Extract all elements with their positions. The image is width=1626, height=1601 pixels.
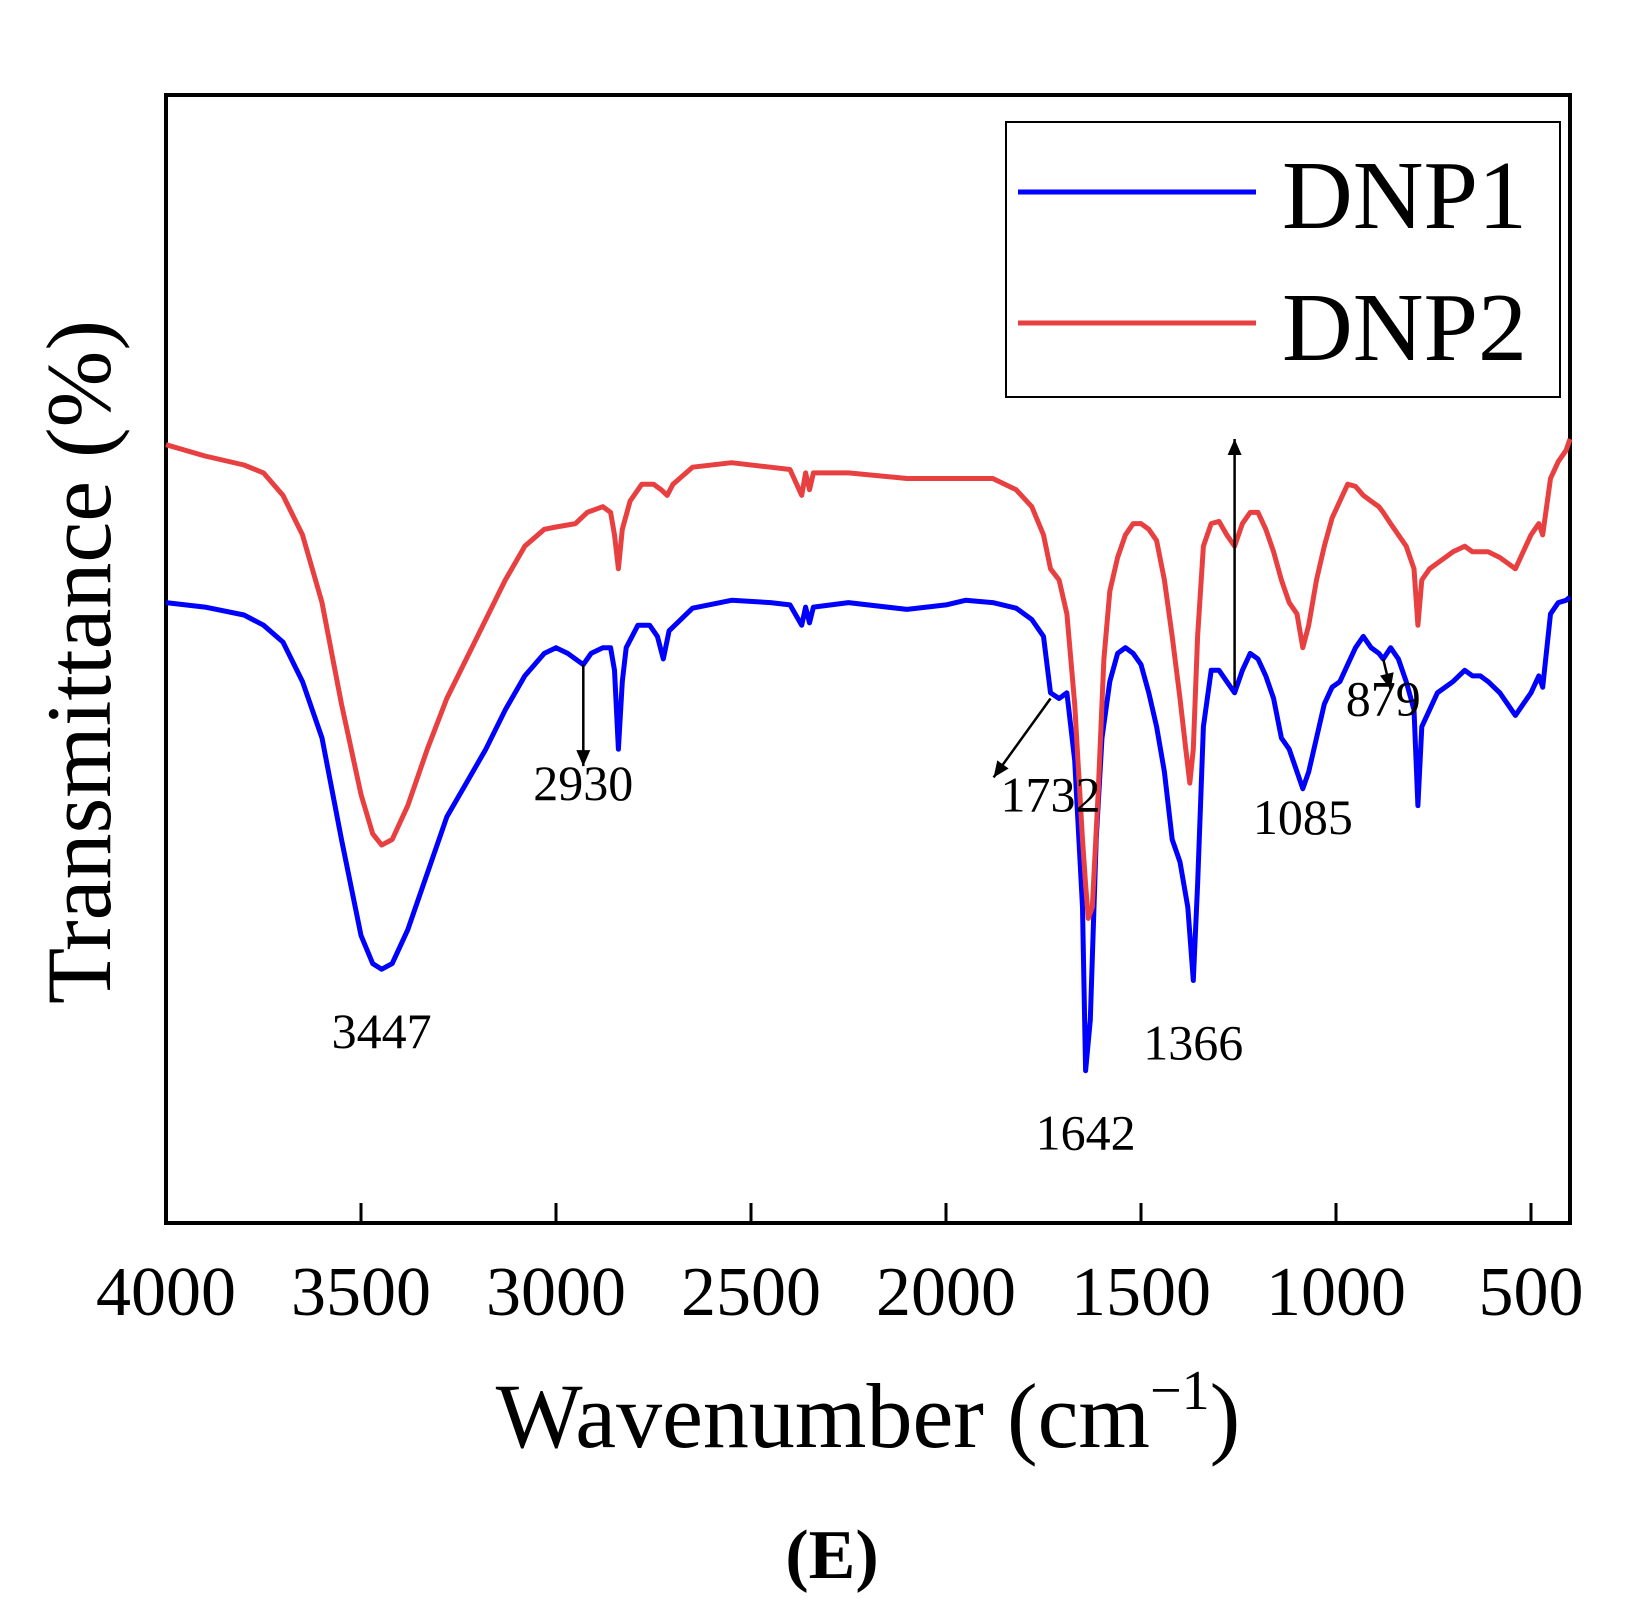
- x-tick-label-1000: 1000: [1266, 1254, 1406, 1331]
- x-tick-label-2000: 2000: [876, 1254, 1016, 1331]
- annotation-3447: 3447: [332, 1003, 432, 1059]
- x-tick-label-3000: 3000: [486, 1254, 626, 1331]
- arrow-879-head: [1380, 672, 1394, 690]
- annotation-1366: 1366: [1143, 1014, 1243, 1070]
- annotation-1085: 1085: [1253, 789, 1353, 845]
- series-line-dnp1: [165, 595, 1572, 1074]
- annotation-879: 879: [1346, 670, 1421, 726]
- x-tick-label-3500: 3500: [291, 1254, 431, 1331]
- x-tick-label-4000: 4000: [96, 1254, 236, 1331]
- x-axis-label: Wavenumber (cm−1): [496, 1360, 1240, 1467]
- arrow-1732-shaft: [992, 697, 1052, 779]
- peak-annotations: 3447293017321642136612601085879: [332, 326, 1421, 1160]
- series-group: [165, 438, 1573, 1074]
- annotation-1642: 1642: [1036, 1105, 1136, 1161]
- arrow-2930-head: [576, 750, 591, 767]
- legend-box: [1005, 121, 1561, 398]
- x-axis-label-close: ): [1210, 1365, 1241, 1467]
- x-tick-label-2500: 2500: [681, 1254, 821, 1331]
- series-line-dnp2: [165, 438, 1573, 921]
- annotation-arrows: [576, 439, 1394, 779]
- legend-label-dnp1: DNP1: [1282, 142, 1527, 250]
- x-tick-label-1500: 1500: [1071, 1254, 1211, 1331]
- y-axis-label: Transmittance (%): [28, 320, 130, 1004]
- x-ticks: 4000 3500 3000 2500 2000 1500 1000 500: [96, 1203, 1584, 1331]
- x-axis-label-main: Wavenumber (cm: [496, 1365, 1150, 1467]
- annotation-1732: 1732: [1001, 766, 1101, 822]
- plot-frame: [164, 93, 1572, 1225]
- x-axis-label-sup: −1: [1150, 1360, 1210, 1422]
- legend-label-dnp2: DNP2: [1282, 274, 1527, 382]
- x-tick-label-500: 500: [1479, 1254, 1584, 1331]
- arrow-1260-head: [1227, 439, 1242, 456]
- arrow-1732-head: [993, 760, 1009, 778]
- annotation-2930: 2930: [533, 755, 633, 811]
- panel-label: (E): [785, 1517, 878, 1594]
- legend: DNP1 DNP2: [1005, 121, 1561, 398]
